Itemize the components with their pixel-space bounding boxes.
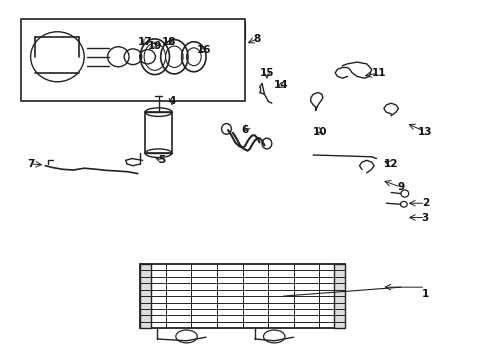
Text: 5: 5 <box>159 156 166 165</box>
Text: 17: 17 <box>138 37 152 48</box>
Text: 1: 1 <box>422 289 429 299</box>
Text: 16: 16 <box>196 45 211 55</box>
Bar <box>145 112 172 153</box>
Text: 4: 4 <box>168 96 175 107</box>
Text: 8: 8 <box>253 34 261 44</box>
Bar <box>140 264 151 328</box>
Text: 2: 2 <box>422 198 429 208</box>
Text: 15: 15 <box>260 68 274 78</box>
Bar <box>21 19 245 102</box>
Text: 7: 7 <box>27 159 34 169</box>
Text: 19: 19 <box>147 41 162 51</box>
Text: 13: 13 <box>418 127 433 137</box>
Bar <box>140 264 345 328</box>
Text: 12: 12 <box>384 159 398 169</box>
Text: 18: 18 <box>162 37 177 48</box>
Text: 9: 9 <box>397 182 404 192</box>
Text: 10: 10 <box>313 127 328 137</box>
Bar <box>334 264 345 328</box>
Text: 3: 3 <box>422 212 429 222</box>
Text: 11: 11 <box>372 68 386 78</box>
Text: 14: 14 <box>274 80 289 90</box>
Text: 6: 6 <box>242 125 248 135</box>
